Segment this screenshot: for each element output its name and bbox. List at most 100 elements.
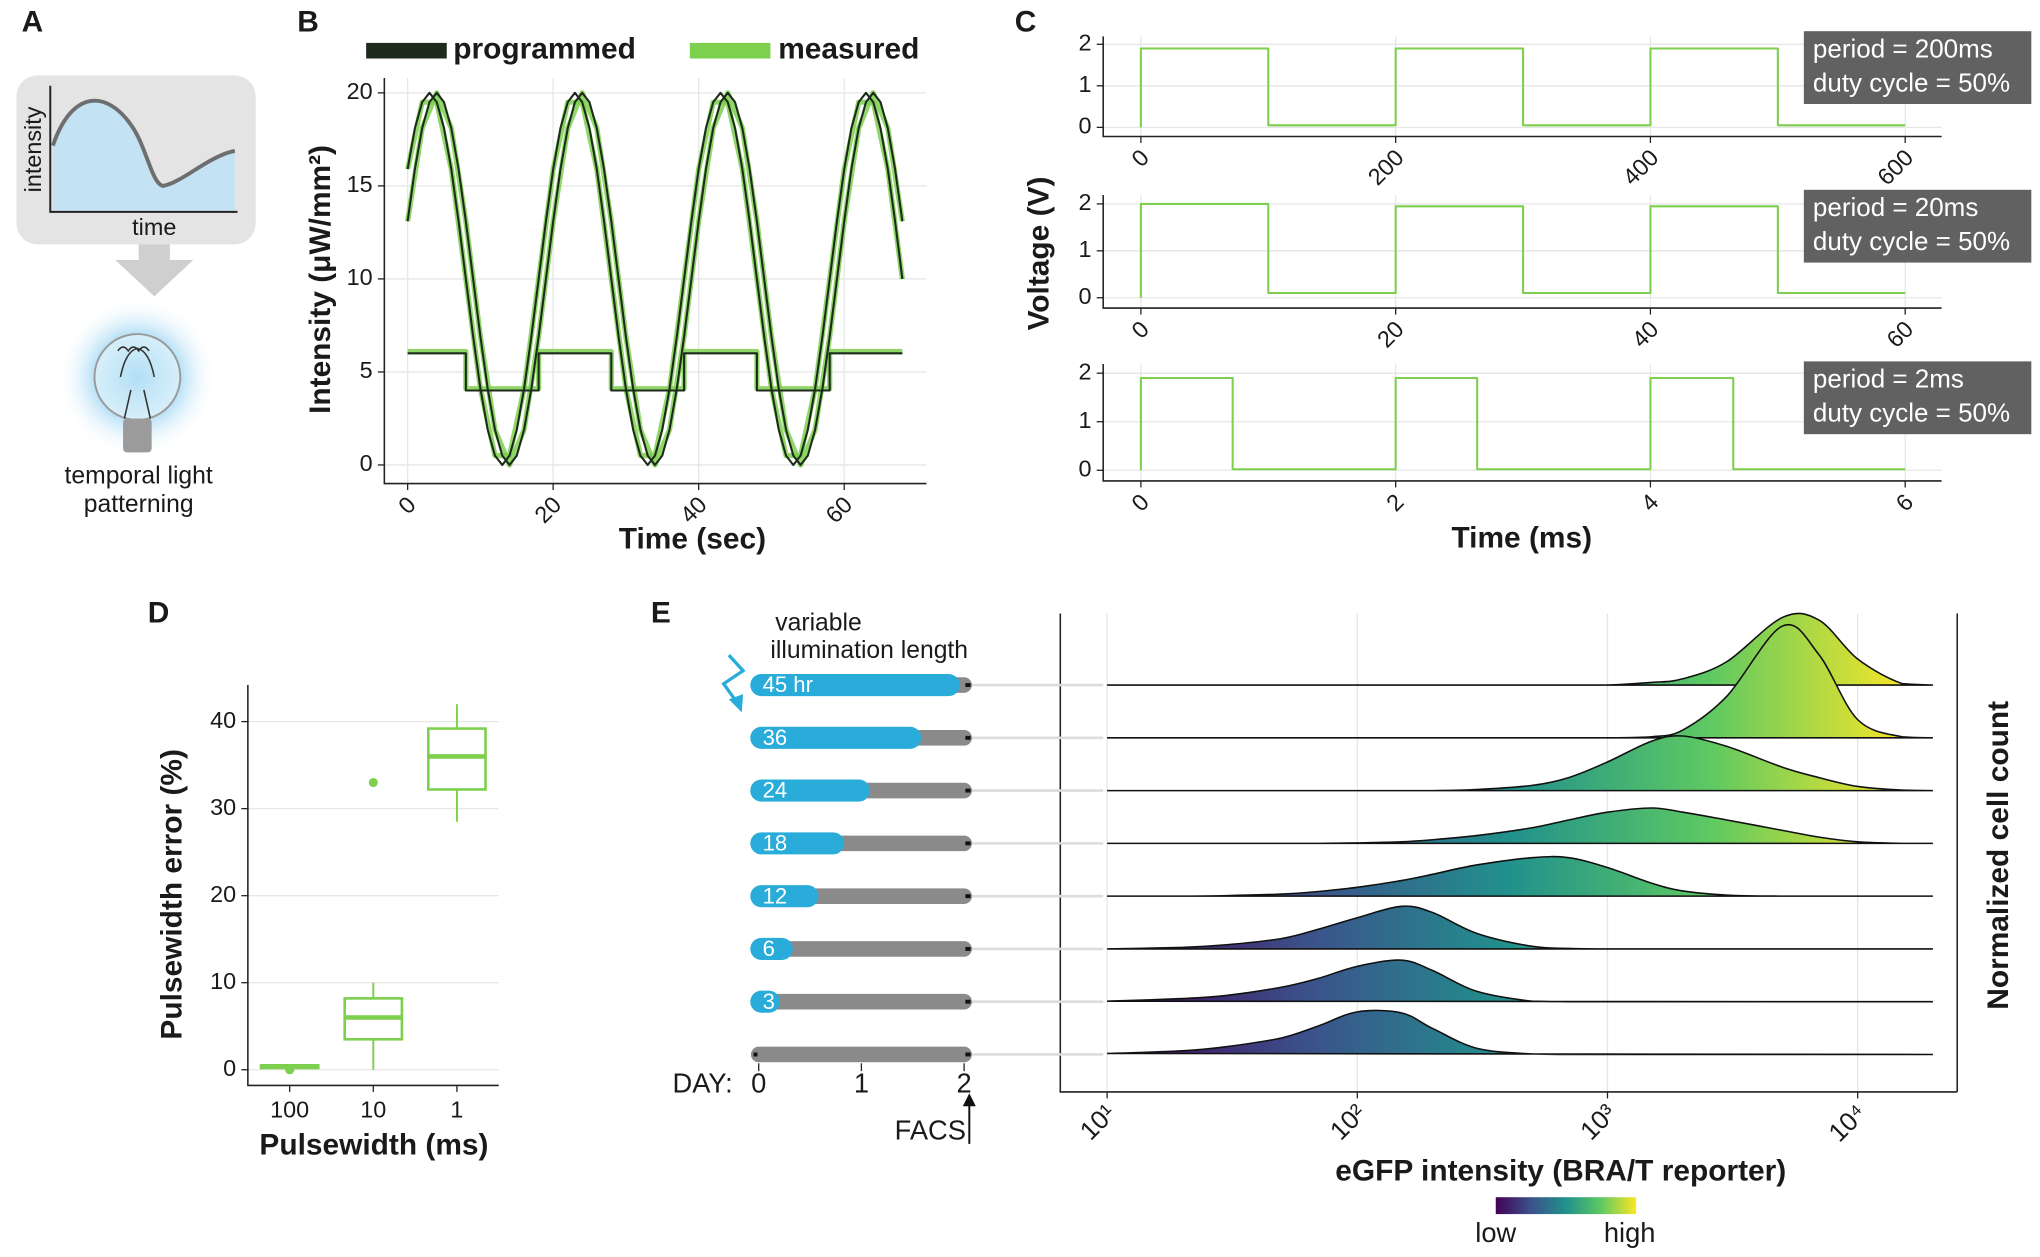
data-line	[406, 91, 904, 467]
density-ridge	[1107, 735, 1933, 792]
colorbar-high: high	[1604, 1217, 1656, 1248]
y-tick-label: 1	[1078, 407, 1091, 433]
data-line	[407, 352, 903, 392]
x-axis-title: Pulsewidth (ms)	[259, 1128, 488, 1161]
illumination-label: 6	[763, 936, 775, 961]
legend-swatch	[689, 42, 771, 59]
panel-label: E	[651, 597, 671, 630]
y-axis-title: Pulsewidth error (%)	[156, 749, 189, 1039]
day-axis-label: DAY:	[673, 1068, 733, 1099]
x-tick-label: 40	[1627, 316, 1664, 353]
density-ridge	[1107, 807, 1933, 845]
x-tick-label: 60	[1882, 316, 1919, 353]
axis-line	[1102, 36, 1942, 138]
x-tick-label: 2	[1381, 489, 1409, 517]
x-tick-label: 0	[1126, 489, 1154, 517]
density-ridge	[1107, 905, 1933, 950]
bulb-filament	[117, 346, 156, 419]
x-tick-label: 0	[1126, 144, 1154, 172]
x-tick-label: 100	[270, 1097, 309, 1123]
illumination-icon-head	[728, 694, 744, 713]
timeline-title: variable	[775, 609, 861, 636]
axis-line	[1059, 613, 1959, 1093]
y-axis-title: Voltage (V)	[1023, 177, 1056, 331]
annotation: period = 2ms	[1813, 364, 1964, 394]
legend-label: measured	[778, 33, 919, 66]
day-tick-label: 0	[751, 1068, 766, 1099]
y-tick-label: 2	[1078, 358, 1091, 384]
y-tick-label: 2	[1078, 29, 1091, 55]
y-tick-label: 0	[1078, 283, 1091, 309]
facs-label: FACS	[895, 1114, 966, 1145]
x-tick-label: 600	[1872, 144, 1918, 190]
legend-swatch	[366, 42, 447, 59]
x-tick-label: 10³	[1574, 1098, 1622, 1146]
colorbar	[1495, 1197, 1637, 1215]
y-tick-label: 15	[347, 171, 373, 197]
x-tick-label: 400	[1618, 144, 1664, 190]
schematic-axes	[49, 85, 238, 213]
x-axis-title: eGFP intensity (BRA/T reporter)	[1335, 1154, 1786, 1187]
axis-line	[1102, 194, 1942, 309]
y-tick-label: 10	[210, 968, 236, 994]
density-ridge	[1107, 959, 1933, 1003]
density-ridge	[1107, 855, 1933, 897]
illumination-label: 36	[763, 725, 788, 750]
bulb-base	[123, 418, 152, 453]
y-tick-label: 0	[1078, 455, 1091, 481]
y-tick-label: 40	[210, 707, 236, 733]
panel-label: A	[22, 5, 44, 38]
x-axis-title: Time (sec)	[619, 523, 766, 556]
annotation-box	[1803, 31, 2032, 104]
schematic-x-label: time	[132, 214, 176, 240]
x-tick-label: 10	[360, 1097, 386, 1123]
x-tick-label: 0	[1126, 316, 1154, 344]
annotation-box	[1803, 361, 2032, 435]
down-arrow	[115, 244, 194, 297]
data-line	[1139, 376, 1906, 471]
y-tick-label: 0	[360, 450, 373, 476]
axis-line	[1102, 363, 1942, 482]
x-tick-label: 10⁴	[1822, 1098, 1872, 1148]
x-tick-label: 1	[450, 1097, 463, 1123]
facs-arrow-head	[962, 1093, 976, 1107]
day-tick-label: 1	[854, 1068, 869, 1099]
caption: patterning	[84, 491, 194, 518]
illumination-label: 3	[763, 989, 775, 1014]
data-line	[1139, 47, 1906, 128]
x-tick-label: 20	[1372, 316, 1409, 353]
schematic-curve	[51, 98, 236, 188]
annotation: duty cycle = 50%	[1813, 226, 2010, 256]
x-tick-label: 60	[821, 491, 858, 528]
panel-label: B	[297, 5, 319, 38]
y-tick-label: 30	[210, 794, 236, 820]
colorbar-low: low	[1475, 1217, 1516, 1248]
annotation: duty cycle = 50%	[1813, 67, 2010, 97]
y-tick-label: 10	[347, 264, 373, 290]
panel-label: C	[1015, 5, 1037, 38]
x-tick-label: 10²	[1324, 1098, 1372, 1146]
y-tick-label: 0	[1078, 113, 1091, 139]
x-tick-label: 20	[529, 491, 566, 528]
data-line	[1139, 202, 1906, 298]
y-tick-label: 20	[210, 881, 236, 907]
y-tick-label: 5	[360, 357, 373, 383]
data-line	[407, 348, 903, 392]
x-tick-label: 200	[1363, 144, 1409, 190]
illumination-label: 45 hr	[763, 672, 813, 697]
data-line	[406, 91, 904, 467]
caption: temporal light	[65, 463, 213, 490]
illumination-label: 18	[763, 831, 788, 856]
y-axis-title: Normalized cell count	[1982, 701, 2015, 1010]
y-tick-label: 20	[347, 78, 373, 104]
y-tick-label: 1	[1078, 236, 1091, 262]
annotation: period = 20ms	[1813, 192, 1978, 222]
timeline-title: illumination length	[770, 637, 968, 664]
x-axis-title: Time (ms)	[1451, 521, 1592, 554]
x-tick-label: 6	[1891, 489, 1919, 517]
annotation-box	[1803, 189, 2032, 263]
density-ridge	[1107, 623, 1933, 739]
axis-line	[247, 685, 499, 1087]
axis-line	[383, 77, 927, 485]
